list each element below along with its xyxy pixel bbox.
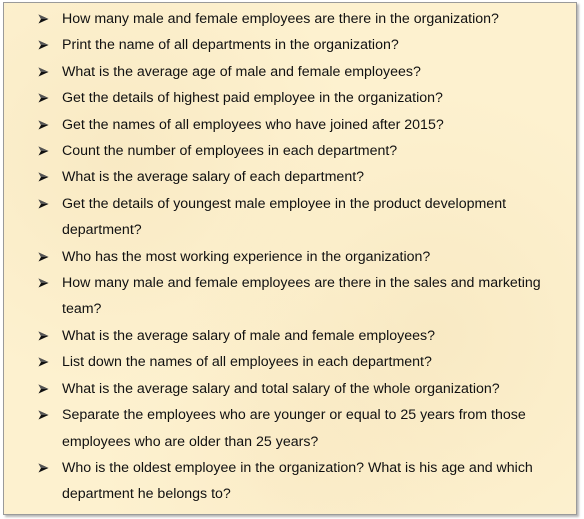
- question-item: What is the average salary of each depar…: [4, 164, 576, 190]
- question-item: Separate the employees who are younger o…: [4, 402, 576, 455]
- question-item: Who has the most working experience in t…: [4, 244, 576, 270]
- question-text: Separate the employees who are younger o…: [62, 407, 526, 450]
- question-item: What is the average age of male and fema…: [4, 59, 576, 85]
- question-text: Print the name of all departments in the…: [62, 37, 399, 54]
- question-item: Count the number of employees in each de…: [4, 138, 576, 164]
- question-text: What is the average salary and total sal…: [62, 380, 500, 397]
- question-text: What is the average salary of male and f…: [62, 327, 436, 344]
- question-text: What is the average age of male and fema…: [62, 63, 421, 80]
- question-text: Who has the most working experience in t…: [62, 248, 431, 265]
- question-item: Print the name of all departments in the…: [4, 32, 576, 58]
- arrowhead-bullet-icon: [38, 67, 49, 77]
- question-item: List down the names of all employees in …: [4, 349, 576, 375]
- question-text: How many male and female employees are t…: [62, 11, 499, 27]
- question-text: What is the average salary of each depar…: [62, 169, 365, 186]
- arrowhead-bullet-icon: [38, 278, 49, 288]
- arrowhead-bullet-icon: [38, 410, 49, 420]
- arrowhead-bullet-icon: [38, 384, 49, 394]
- arrowhead-bullet-icon: [38, 93, 49, 103]
- question-item: Get the names of all employees who have …: [4, 112, 576, 138]
- arrowhead-bullet-icon: [38, 199, 49, 209]
- question-text: How many male and female employees are t…: [62, 275, 541, 318]
- question-item: How many male and female employees are t…: [4, 6, 576, 32]
- question-list-panel: How many male and female employees are t…: [3, 2, 577, 515]
- arrowhead-bullet-icon: [38, 252, 49, 262]
- question-text: Get the details of highest paid employee…: [62, 90, 443, 107]
- arrowhead-bullet-icon: [38, 357, 49, 367]
- question-item: What is the average salary and total sal…: [4, 376, 576, 402]
- arrowhead-bullet-icon: [38, 463, 49, 473]
- arrowhead-bullet-icon: [38, 40, 49, 50]
- question-text: List down the names of all employees in …: [62, 354, 432, 371]
- arrowhead-bullet-icon: [38, 120, 49, 130]
- question-item: Get the details of highest paid employee…: [4, 85, 576, 111]
- question-item: What is the average salary of male and f…: [4, 323, 576, 349]
- question-item: How many male and female employees are t…: [4, 270, 576, 323]
- question-text: Get the details of youngest male employe…: [62, 195, 507, 239]
- arrowhead-bullet-icon: [38, 331, 49, 341]
- question-item: Who is the oldest employee in the organi…: [4, 455, 576, 508]
- question-text: Count the number of employees in each de…: [62, 143, 398, 160]
- question-item: Get the details of youngest male employe…: [4, 191, 576, 244]
- arrowhead-bullet-icon: [38, 146, 49, 156]
- question-text: Who is the oldest employee in the organi…: [62, 459, 533, 503]
- question-list: How many male and female employees are t…: [4, 3, 576, 508]
- arrowhead-bullet-icon: [38, 172, 49, 182]
- arrowhead-bullet-icon: [38, 14, 49, 24]
- question-text: Get the names of all employees who have …: [62, 116, 444, 133]
